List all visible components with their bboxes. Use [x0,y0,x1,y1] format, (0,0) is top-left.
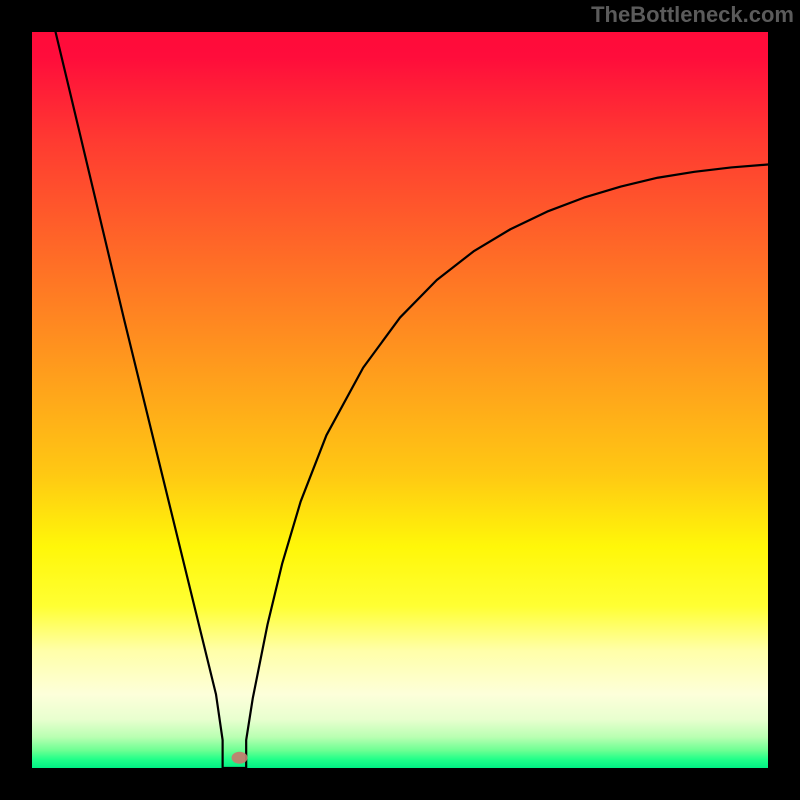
watermark-text: TheBottleneck.com [591,2,794,28]
chart-frame: TheBottleneck.com [0,0,800,800]
minimum-marker [232,752,248,764]
chart-plot-background [32,32,768,768]
bottleneck-chart [0,0,800,800]
